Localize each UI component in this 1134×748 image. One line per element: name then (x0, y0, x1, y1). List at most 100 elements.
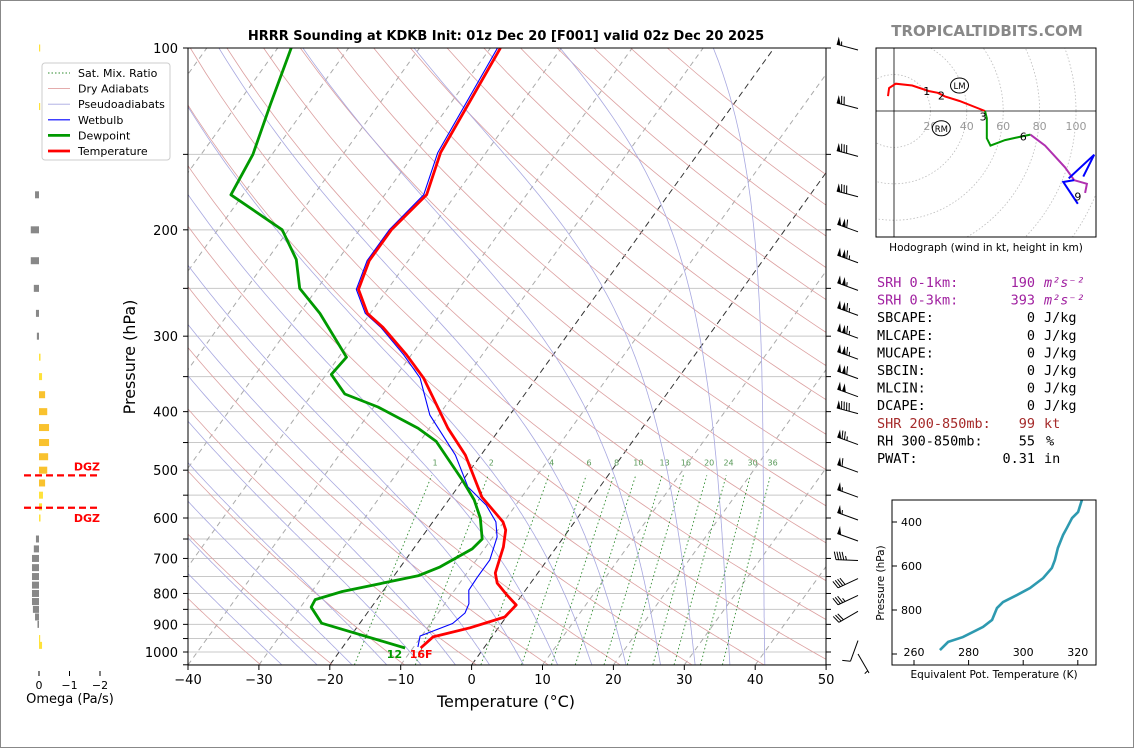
barb-flag (837, 504, 842, 514)
dgz-label: DGZ (74, 512, 100, 525)
x-tick-label: −10 (387, 673, 414, 688)
mixing-ratio-label: 10 (633, 459, 643, 468)
param-value: 0 (1027, 381, 1035, 397)
y-tick-label: 400 (153, 406, 178, 421)
theta-e-x-label: Equivalent Pot. Temperature (K) (910, 669, 1077, 681)
barb-staff (835, 559, 859, 561)
chart-title: HRRR Sounding at KDKB Init: 01z Dec 20 [… (248, 29, 764, 44)
wind-barb (837, 344, 859, 360)
omega-bar (31, 564, 39, 572)
isotherm-line (825, 664, 826, 665)
param-label: DCAPE: (877, 398, 926, 414)
isotherm-line (188, 48, 420, 371)
dry-adiabat-line (188, 286, 621, 665)
wind-barb (837, 429, 859, 446)
omega-bar (39, 373, 43, 381)
omega-bar (32, 605, 39, 613)
wind-barb (837, 381, 859, 398)
dry-adiabat-line (188, 165, 765, 665)
param-unit: J/kg (1044, 310, 1077, 326)
barb-flag (837, 482, 842, 492)
barb-staff (837, 489, 859, 498)
mixing-ratio-label: 1 (433, 459, 438, 468)
omega-bar (39, 491, 43, 499)
barb-staff (837, 464, 859, 473)
mixing-ratio-line (521, 475, 587, 665)
barb-staff (837, 351, 859, 360)
barb-staff (837, 578, 859, 589)
mixing-ratio-label: 30 (748, 459, 758, 468)
param-unit: m²s⁻² (1043, 275, 1085, 291)
skew-t-background (188, 48, 826, 665)
isotherm-line (400, 73, 826, 665)
omega-bar (31, 573, 39, 581)
theta-e-x-tick-label: 260 (904, 646, 925, 659)
y-axis-label: Pressure (hPa) (120, 300, 139, 415)
dry-adiabat-line (188, 104, 826, 660)
x-tick-label: −30 (245, 673, 272, 688)
param-label: MUCAPE: (877, 345, 934, 361)
barb-half (845, 555, 847, 561)
temperature-line (357, 48, 518, 650)
barb-full (846, 302, 849, 312)
barb-full (842, 659, 851, 662)
barb-flag (836, 95, 841, 104)
param-value: 393 (1011, 293, 1035, 309)
dry-adiabat-line (410, 48, 826, 401)
surface-dewpoint-label: 12 (387, 648, 402, 661)
barb-staff (837, 254, 859, 264)
isotherm-line (329, 48, 775, 665)
barb-full (846, 250, 849, 259)
wind-barb (837, 247, 859, 264)
wind-barb (837, 482, 859, 498)
barb-full (841, 458, 844, 467)
omega-bar (37, 620, 39, 628)
omega-bar (33, 545, 39, 553)
param-value: 99 (1019, 416, 1035, 432)
omega-axis-label: Omega (Pa/s) (26, 692, 114, 707)
pseudoadiabat-line (218, 48, 627, 665)
wind-barb (837, 323, 859, 339)
param-value: 55 (1019, 433, 1035, 449)
y-tick-label: 600 (153, 512, 178, 527)
wind-barb (837, 216, 859, 233)
wind-barb (837, 504, 859, 521)
isotherm-line (188, 48, 350, 272)
wind-barb (842, 640, 859, 662)
hodograph-ring-label: 80 (1033, 120, 1047, 133)
barb-flag (837, 216, 842, 226)
plot-frame (187, 47, 827, 666)
mixing-ratio-label: 20 (704, 459, 714, 468)
param-label: SRH 0-3km: (877, 293, 958, 309)
barb-flag (842, 218, 846, 228)
mixing-ratio-label: 13 (660, 459, 670, 468)
pseudoadiabat-line (188, 572, 283, 665)
barb-full (846, 366, 849, 375)
param-unit: kt (1044, 416, 1060, 432)
barb-full (839, 551, 842, 560)
pseudoadiabat-line (302, 48, 661, 665)
barb-full (837, 578, 844, 586)
isotherm-line (188, 48, 279, 174)
dry-adiabat-line (188, 470, 405, 665)
omega-tick-label: 0 (36, 679, 43, 692)
wind-barb (836, 183, 859, 198)
barb-staff (837, 595, 859, 606)
wind-barb (837, 363, 859, 380)
barb-flag (842, 302, 846, 311)
mixing-ratio-line (626, 475, 684, 665)
barb-flag (842, 277, 846, 286)
mixing-ratio-line (414, 475, 489, 665)
wind-barb (836, 95, 859, 110)
omega-bar (35, 613, 39, 621)
isotherm-line (542, 270, 826, 665)
barb-full (846, 219, 849, 228)
dry-adiabat-line (188, 408, 477, 665)
pseudoadiabat-line (188, 106, 593, 665)
wetbulb-line (355, 48, 498, 648)
omega-bar (31, 589, 39, 597)
barb-flag (837, 247, 842, 257)
isotherm-line (471, 171, 826, 665)
hodograph-ring-label: 60 (996, 120, 1010, 133)
